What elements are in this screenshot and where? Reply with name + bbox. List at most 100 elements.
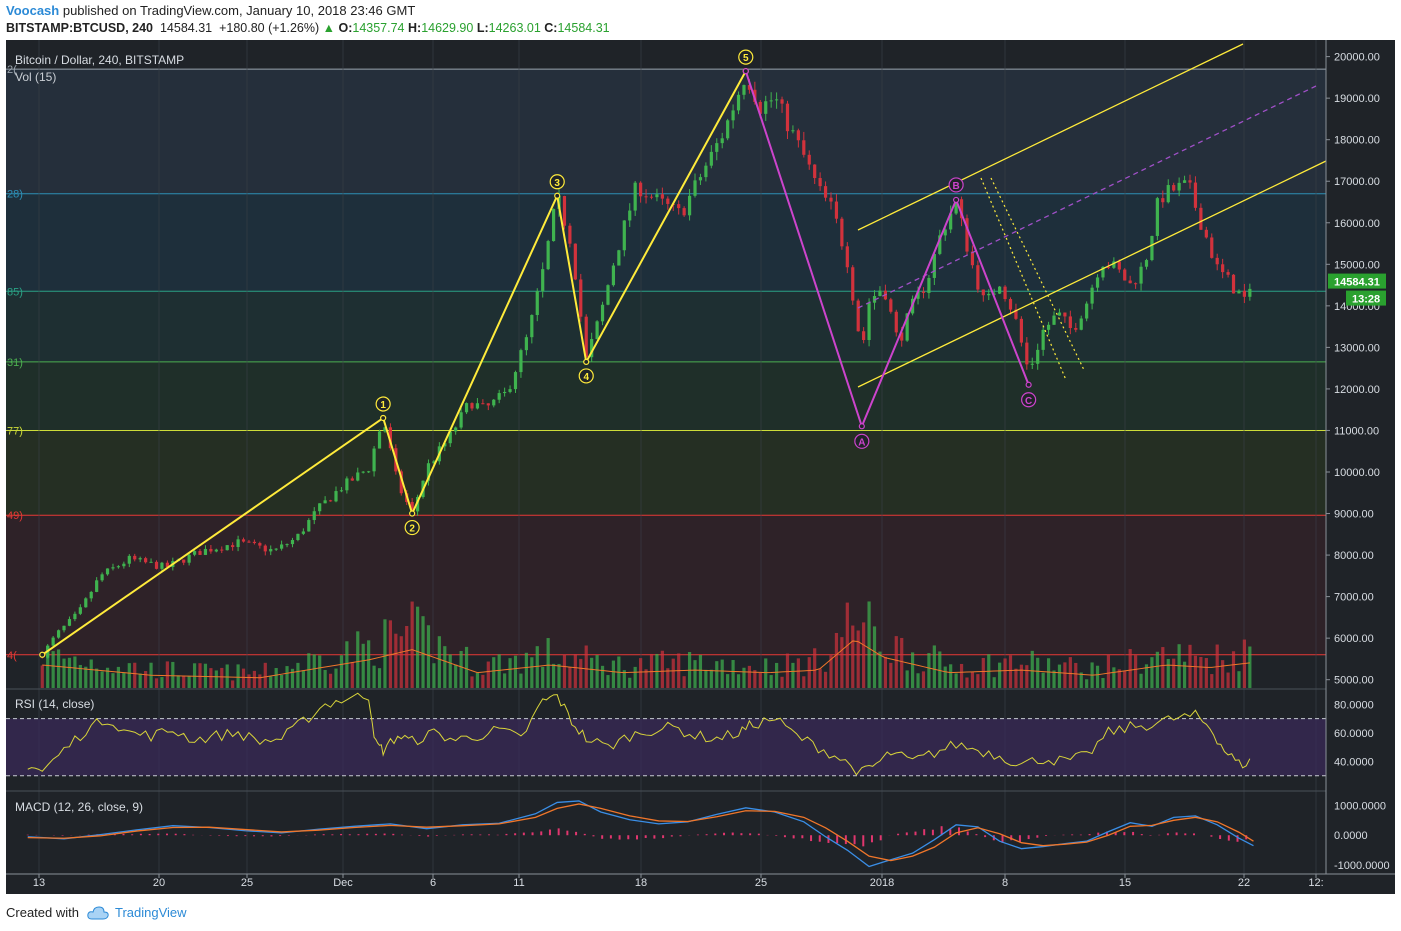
volume-bar <box>954 673 958 688</box>
candle-body <box>889 299 893 312</box>
volume-title: Vol (15) <box>15 70 56 84</box>
elliott-wave-label-3: 3 <box>554 178 560 189</box>
candle-body <box>785 103 790 132</box>
candle-body <box>182 559 186 563</box>
channel-upper-line[interactable] <box>857 43 1244 231</box>
ohlc-bar: BITSTAMP:BTCUSD, 240 14584.31 +180.80 (+… <box>6 21 610 35</box>
abc-line[interactable] <box>744 70 1030 430</box>
volume-bar <box>611 660 616 688</box>
volume-bar <box>280 674 284 688</box>
volume-bar <box>225 664 229 688</box>
candle-body <box>568 225 572 244</box>
volume-bar <box>122 672 126 688</box>
volume-bar <box>736 674 741 688</box>
abc-point[interactable] <box>953 196 960 204</box>
candle-body <box>573 243 577 280</box>
wedge-line-1[interactable] <box>990 177 1085 371</box>
volume-bar <box>530 657 534 688</box>
candle-body <box>916 291 920 299</box>
volume-bar <box>938 651 942 688</box>
candle-body <box>617 250 621 266</box>
abc-point[interactable] <box>858 423 865 430</box>
macd-pane[interactable] <box>6 790 1395 868</box>
abc-label-C: C <box>1025 396 1032 407</box>
created-with-text: Created with <box>6 905 79 920</box>
candle-body <box>497 393 501 400</box>
volume-bar <box>546 638 550 688</box>
candle-body <box>296 533 300 541</box>
volume-bar <box>785 653 790 688</box>
channel-median-line[interactable] <box>857 85 1317 309</box>
elliott-wave-point[interactable] <box>380 414 387 422</box>
channel-lower-line[interactable] <box>857 160 1327 388</box>
footer: Created with TradingView <box>6 905 187 920</box>
rsi-line[interactable] <box>27 692 1251 776</box>
elliott-wave-point[interactable] <box>39 651 46 658</box>
volume-bar <box>704 669 708 688</box>
volume-bar <box>383 619 387 688</box>
candle-body <box>492 399 496 406</box>
volume-bar <box>1068 657 1072 688</box>
volume-bar <box>807 657 811 688</box>
volume-bar <box>290 668 295 688</box>
author-link[interactable]: Voocash <box>6 3 60 18</box>
volume-bar <box>192 663 197 688</box>
volume-bar <box>943 666 947 688</box>
candle-body <box>475 403 480 409</box>
rsi-title: RSI (14, close) <box>15 697 94 711</box>
volume-bar <box>1101 678 1105 688</box>
elliott-wave-line[interactable] <box>41 70 747 656</box>
elliott-wave-point[interactable] <box>583 358 590 366</box>
wedge-line-0[interactable] <box>980 177 1067 381</box>
candle-body <box>693 180 697 196</box>
axes-layer[interactable]: 20000.0019000.0018000.0017000.0016000.00… <box>6 40 1395 894</box>
x-tick-label: 25 <box>755 877 767 889</box>
elliott-wave-point[interactable] <box>554 192 561 199</box>
abc-point[interactable] <box>742 68 749 75</box>
candle-body <box>312 511 316 521</box>
rsi-pane[interactable] <box>6 688 1395 777</box>
volume-bar <box>497 654 501 688</box>
macd-series-signal[interactable] <box>27 803 1254 862</box>
volume-bar <box>334 668 338 688</box>
candle-body <box>274 548 278 550</box>
volume-bar <box>872 626 877 688</box>
candle-body <box>932 253 936 278</box>
drawings-layer[interactable]: 1 2 3 4 5 A B C <box>39 43 1327 658</box>
main-title: Bitcoin / Dollar, 240, BITSTAMP <box>15 53 184 67</box>
volume-bar <box>84 666 88 688</box>
candle-body <box>1074 328 1078 330</box>
candle-body <box>84 598 88 608</box>
candle-body <box>1166 185 1170 203</box>
fib-level-label: 2( <box>7 64 17 76</box>
candle-body <box>807 154 811 165</box>
candle-body <box>949 213 953 230</box>
elliott-wave-point[interactable] <box>409 510 416 517</box>
volume-bar <box>328 673 333 688</box>
volume-bar <box>1025 665 1029 688</box>
volume-bar <box>970 672 975 688</box>
volume-bar <box>426 625 431 688</box>
volume-bar <box>1199 656 1203 688</box>
candle-body <box>606 285 610 305</box>
abc-point[interactable] <box>1025 381 1032 388</box>
volume-bar <box>372 665 376 688</box>
volume-bar <box>285 666 289 688</box>
volume-bar <box>464 646 469 688</box>
candle-body <box>845 246 849 268</box>
y-tick-label: 16000.00 <box>1334 218 1380 230</box>
abc-label-circle <box>948 177 964 193</box>
open-label: O: <box>338 21 353 35</box>
volume-bar <box>513 655 518 688</box>
tradingview-link[interactable]: TradingView <box>87 905 187 920</box>
chart-svg[interactable]: 2(28) 85) 31) 77) 49) 4( 1 2 3 4 5 A B C 20000.00 190… <box>6 40 1395 894</box>
y-tick-label: 7000.00 <box>1334 592 1374 604</box>
candle-body <box>1204 229 1208 238</box>
candle-body <box>823 186 828 198</box>
volume-bar <box>1057 664 1062 688</box>
volume-bar <box>1014 668 1018 688</box>
volume-bar <box>726 674 730 688</box>
candle-body <box>410 501 414 512</box>
candle-body <box>894 311 898 333</box>
